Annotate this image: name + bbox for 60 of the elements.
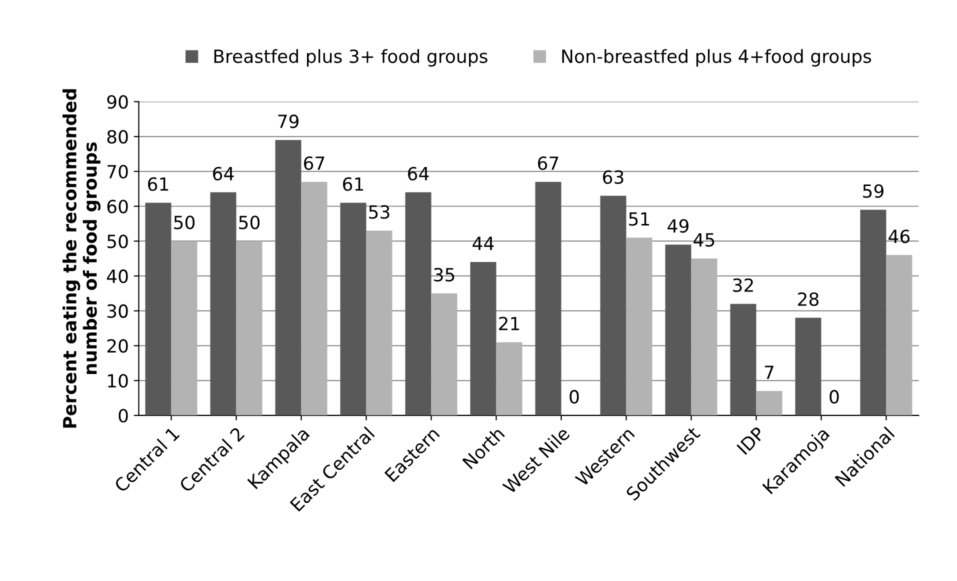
bar <box>600 196 626 416</box>
data-label: 21 <box>499 316 520 330</box>
bar <box>171 241 198 416</box>
bar <box>275 140 302 416</box>
y-tick-label: 60 <box>107 200 128 214</box>
data-label: 32 <box>733 278 753 292</box>
data-label: 45 <box>694 233 714 247</box>
data-label: 53 <box>369 205 390 219</box>
bar <box>470 262 496 416</box>
y-tick-label: 0 <box>118 408 128 423</box>
data-label: 50 <box>174 216 195 230</box>
bar <box>626 238 652 416</box>
y-tick-label: 70 <box>108 164 128 179</box>
bar <box>886 255 912 416</box>
data-label: 67 <box>304 156 324 170</box>
data-label: 0 <box>570 390 579 404</box>
data-label: 59 <box>863 184 884 198</box>
bar <box>795 318 822 416</box>
bar <box>756 391 782 416</box>
bar <box>236 241 262 416</box>
x-tick-label: IDP <box>736 426 766 455</box>
data-label: 50 <box>239 216 260 230</box>
data-label: 51 <box>629 212 650 226</box>
data-label: 79 <box>278 114 298 128</box>
data-label: 28 <box>798 292 818 306</box>
legend-label: Non-breastfed plus 4+food groups <box>562 49 872 67</box>
bar <box>366 230 392 416</box>
bar <box>340 202 366 416</box>
bar <box>691 258 718 416</box>
data-label: 7 <box>764 366 774 379</box>
y-tick-label: 40 <box>106 269 128 284</box>
data-label: 49 <box>668 219 688 233</box>
bar <box>210 192 236 416</box>
y-tick-label: 80 <box>107 130 128 144</box>
bar <box>145 202 172 416</box>
legend-label: Breastfed plus 3+ food groups <box>214 49 488 67</box>
bar <box>431 293 458 416</box>
y-tick-label: 30 <box>107 304 128 318</box>
y-axis-title: Percent eating the recommended number of food groups <box>62 89 101 428</box>
bar <box>496 342 522 416</box>
data-label: 0 <box>830 390 839 404</box>
data-label: 64 <box>408 166 429 180</box>
y-tick-label: 20 <box>107 339 128 353</box>
data-label: 63 <box>603 170 624 184</box>
bar <box>730 304 756 416</box>
data-label: 61 <box>343 177 364 191</box>
bar <box>665 244 692 416</box>
y-tick-label: 90 <box>107 95 128 109</box>
y-tick-label: 10 <box>108 374 128 388</box>
data-label: 67 <box>538 156 558 170</box>
data-label: 35 <box>434 268 454 282</box>
data-label: 61 <box>148 177 168 191</box>
data-label: 46 <box>888 230 910 244</box>
bar <box>301 182 328 416</box>
data-label: 64 <box>213 166 234 180</box>
y-tick-label: 50 <box>107 234 128 248</box>
bar <box>405 192 432 416</box>
bar <box>535 182 562 416</box>
bar <box>860 210 886 416</box>
data-label: 44 <box>472 236 494 250</box>
